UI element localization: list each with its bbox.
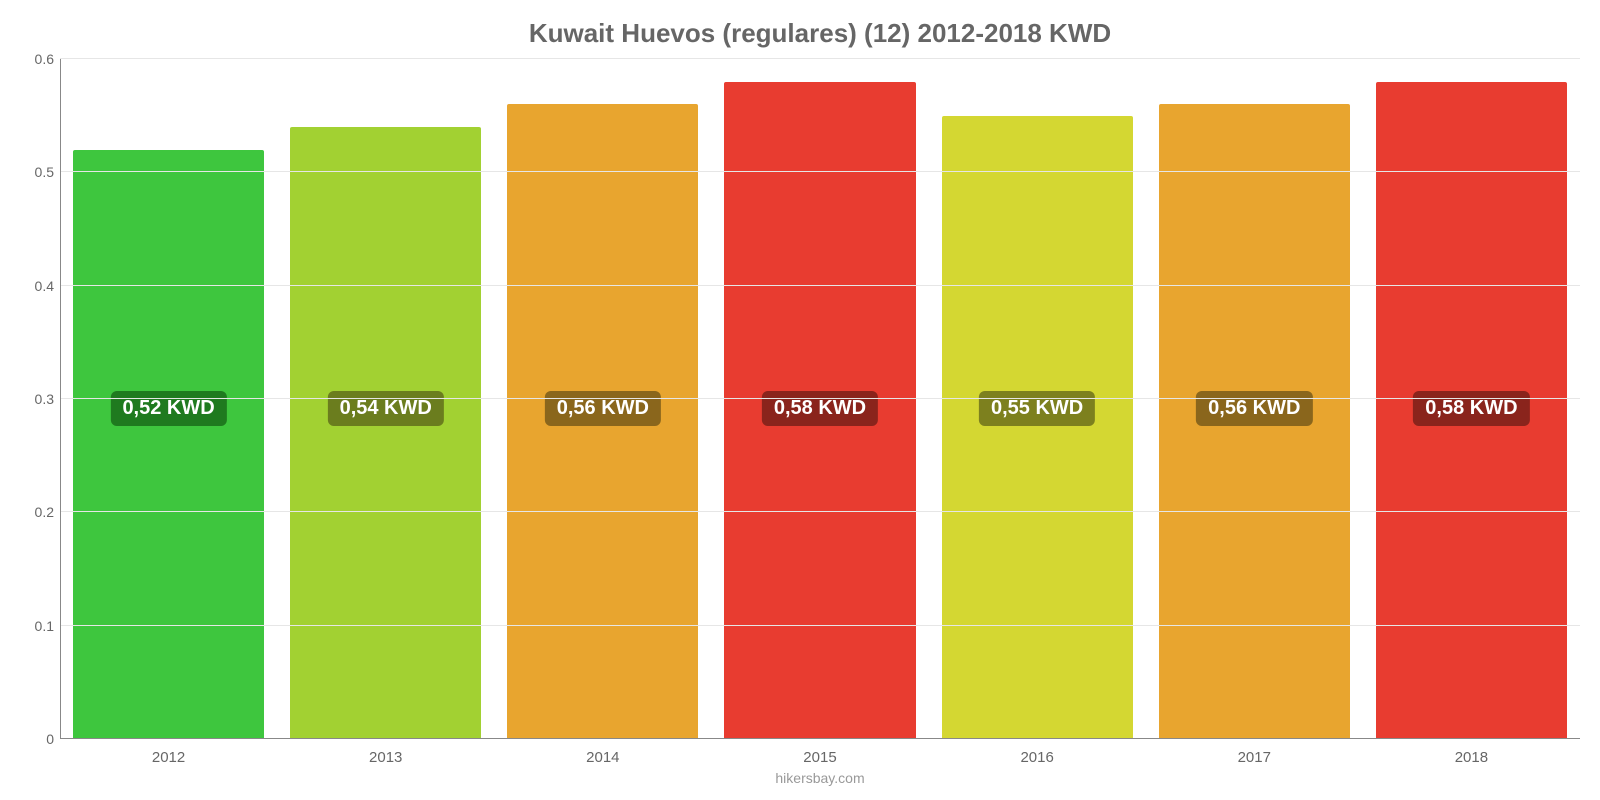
x-tick-label: 2013 bbox=[277, 749, 494, 766]
gridline bbox=[60, 511, 1580, 512]
x-tick-label: 2014 bbox=[494, 749, 711, 766]
gridline bbox=[60, 171, 1580, 172]
bar-slot: 0,54 KWD bbox=[277, 59, 494, 739]
y-tick-label: 0.2 bbox=[14, 504, 54, 520]
x-axis-labels: 2012201320142015201620172018 bbox=[60, 749, 1580, 766]
bar-slot: 0,56 KWD bbox=[1146, 59, 1363, 739]
bar: 0,58 KWD bbox=[724, 82, 915, 739]
bar: 0,54 KWD bbox=[290, 127, 481, 739]
chart-title: Kuwait Huevos (regulares) (12) 2012-2018… bbox=[60, 18, 1580, 49]
bar: 0,56 KWD bbox=[507, 104, 698, 739]
bar-slot: 0,58 KWD bbox=[1363, 59, 1580, 739]
gridline bbox=[60, 58, 1580, 59]
bar-value-label: 0,54 KWD bbox=[328, 391, 444, 426]
bar-slot: 0,58 KWD bbox=[711, 59, 928, 739]
x-tick-label: 2018 bbox=[1363, 749, 1580, 766]
x-tick-label: 2012 bbox=[60, 749, 277, 766]
y-tick-label: 0 bbox=[14, 731, 54, 747]
gridline bbox=[60, 398, 1580, 399]
x-tick-label: 2016 bbox=[929, 749, 1146, 766]
y-axis-line bbox=[60, 59, 61, 739]
y-tick-label: 0.4 bbox=[14, 278, 54, 294]
bar-slot: 0,55 KWD bbox=[929, 59, 1146, 739]
bar-slot: 0,56 KWD bbox=[494, 59, 711, 739]
bar-value-label: 0,58 KWD bbox=[762, 391, 878, 426]
x-tick-label: 2015 bbox=[711, 749, 928, 766]
bar-value-label: 0,58 KWD bbox=[1413, 391, 1529, 426]
y-tick-label: 0.1 bbox=[14, 618, 54, 634]
bar: 0,52 KWD bbox=[73, 150, 264, 739]
attribution-text: hikersbay.com bbox=[60, 770, 1580, 786]
bar-value-label: 0,55 KWD bbox=[979, 391, 1095, 426]
plot-area: 0,52 KWD 0,54 KWD 0,56 KWD 0,58 KWD 0,55 KWD… bbox=[60, 59, 1580, 739]
bar: 0,55 KWD bbox=[942, 116, 1133, 739]
y-tick-label: 0.3 bbox=[14, 391, 54, 407]
x-tick-label: 2017 bbox=[1146, 749, 1363, 766]
chart-container: Kuwait Huevos (regulares) (12) 2012-2018… bbox=[0, 0, 1600, 800]
y-tick-label: 0.6 bbox=[14, 51, 54, 67]
x-axis-line bbox=[60, 738, 1580, 739]
bar: 0,56 KWD bbox=[1159, 104, 1350, 739]
bar-value-label: 0,56 KWD bbox=[1196, 391, 1312, 426]
bar-slot: 0,52 KWD bbox=[60, 59, 277, 739]
bar-value-label: 0,52 KWD bbox=[110, 391, 226, 426]
bar-value-label: 0,56 KWD bbox=[545, 391, 661, 426]
bars-container: 0,52 KWD 0,54 KWD 0,56 KWD 0,58 KWD 0,55 KWD… bbox=[60, 59, 1580, 739]
bar: 0,58 KWD bbox=[1376, 82, 1567, 739]
gridline bbox=[60, 625, 1580, 626]
y-tick-label: 0.5 bbox=[14, 164, 54, 180]
gridline bbox=[60, 285, 1580, 286]
